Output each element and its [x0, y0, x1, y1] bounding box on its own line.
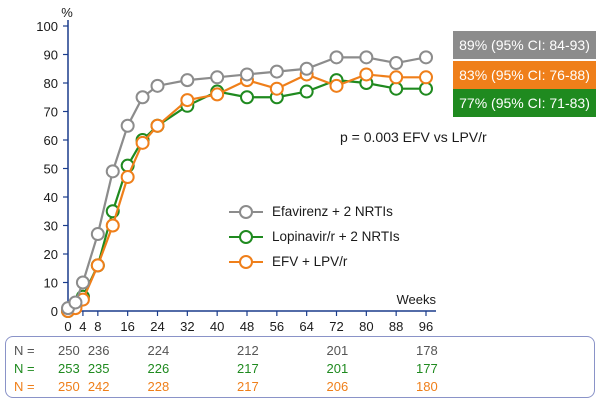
data-point: [135, 135, 150, 150]
data-point: [135, 90, 150, 105]
data-point: [359, 50, 374, 65]
data-point: [299, 61, 314, 76]
data-point: [90, 227, 105, 242]
x-tick-label: 80: [359, 319, 373, 334]
x-tick-label: 32: [180, 319, 194, 334]
y-tick-label: 80: [44, 76, 58, 91]
data-point: [419, 50, 433, 65]
x-tick-label: 56: [270, 319, 284, 334]
data-point: [329, 50, 344, 65]
n-at-risk-table: N = 250 236 224 212 201 178 N = 253 235 226 217 201 1…: [5, 336, 595, 398]
efv-lpv-ci-box: 83% (95% CI: 76-88): [453, 61, 596, 89]
data-point: [240, 90, 254, 105]
x-axis-label: Weeks: [397, 292, 437, 307]
data-point: [120, 118, 135, 133]
n-cell: 228: [147, 379, 170, 394]
n-cell: 180: [416, 379, 438, 394]
data-point: [419, 81, 433, 96]
y-tick-label: 50: [44, 162, 58, 177]
x-tick-label: 96: [419, 319, 433, 334]
p-value-annotation: p = 0.003 EFV vs LPV/r: [340, 129, 487, 145]
legend: Efavirenz + 2 NRTIs Lopinavir/r + 2 NRTI…: [228, 199, 400, 274]
data-point: [68, 295, 83, 310]
data-point: [105, 164, 120, 179]
data-point: [389, 70, 404, 85]
data-point: [105, 218, 120, 233]
y-tick-label: 0: [51, 304, 58, 319]
n-row-label: N =: [14, 361, 35, 376]
n-cell: 253: [58, 361, 80, 376]
x-tick-label: 48: [240, 319, 254, 334]
y-tick-label: 30: [44, 219, 58, 234]
x-tick-label: 4: [79, 319, 86, 334]
y-tick-label: 70: [44, 105, 58, 120]
y-tick-label: 20: [44, 247, 58, 262]
data-point: [299, 84, 314, 99]
x-tick-label: 24: [150, 319, 164, 334]
data-point: [210, 87, 225, 102]
y-tick-label: 100: [36, 19, 58, 34]
n-cell: 224: [147, 343, 170, 358]
y-tick-label: 60: [44, 133, 58, 148]
legend-label-efavirenz: Efavirenz + 2 NRTIs: [272, 204, 393, 219]
data-point: [269, 64, 284, 79]
legend-marker-efv-lpv: [229, 254, 263, 269]
n-cell: 201: [326, 361, 349, 376]
y-tick-label: 90: [44, 48, 58, 63]
n-cell: 201: [326, 343, 349, 358]
y-axis-label: %: [61, 5, 73, 20]
data-point: [269, 81, 284, 96]
legend-item-lopinavir: Lopinavir/r + 2 NRTIs: [228, 224, 400, 249]
n-cell: 226: [147, 361, 170, 376]
n-cell: 217: [237, 361, 259, 376]
data-point: [150, 78, 165, 93]
n-cell: 178: [416, 343, 438, 358]
data-point: [120, 170, 135, 185]
data-point: [389, 81, 404, 96]
data-point: [180, 93, 195, 108]
data-point: [210, 70, 225, 85]
n-cell: 206: [326, 379, 349, 394]
x-tick-label: 88: [389, 319, 403, 334]
legend-item-efavirenz: Efavirenz + 2 NRTIs: [228, 199, 400, 224]
legend-marker-lopinavir: [229, 229, 263, 244]
n-cell: 236: [87, 343, 110, 358]
legend-label-lopinavir: Lopinavir/r + 2 NRTIs: [272, 229, 400, 244]
data-point: [150, 118, 165, 133]
data-point: [90, 258, 105, 273]
n-cell: 250: [58, 379, 80, 394]
data-point: [180, 73, 195, 88]
series-line: [67, 73, 426, 313]
x-tick-label: 72: [329, 319, 343, 334]
n-row-label: N =: [14, 379, 35, 394]
x-tick-label: 0: [64, 319, 71, 334]
n-row-label: N =: [14, 343, 35, 358]
y-tick-label: 10: [44, 276, 58, 291]
n-cell: 217: [237, 379, 259, 394]
x-tick-label: 16: [120, 319, 134, 334]
efavirenz-ci-box: 89% (95% CI: 84-93): [453, 31, 596, 59]
data-point: [359, 67, 374, 82]
data-point: [240, 67, 254, 82]
legend-item-efv-lpv: EFV + LPV/r: [228, 249, 400, 274]
series-layer: [61, 50, 433, 318]
data-point: [329, 78, 344, 93]
n-cell: 250: [58, 343, 80, 358]
lopinavir-ci-box: 77% (95% CI: 71-83): [453, 89, 596, 117]
y-tick-label: 40: [44, 190, 58, 205]
x-tick-label: 8: [94, 319, 101, 334]
legend-marker-efavirenz: [229, 204, 263, 219]
n-cell: 177: [416, 361, 438, 376]
n-cell: 212: [237, 343, 259, 358]
x-tick-label: 40: [210, 319, 224, 334]
data-point: [419, 70, 433, 85]
data-point: [75, 275, 90, 290]
n-cell: 235: [87, 361, 110, 376]
data-point: [389, 56, 404, 71]
n-cell: 242: [87, 379, 110, 394]
x-tick-label: 64: [299, 319, 313, 334]
legend-label-efv-lpv: EFV + LPV/r: [272, 254, 348, 269]
